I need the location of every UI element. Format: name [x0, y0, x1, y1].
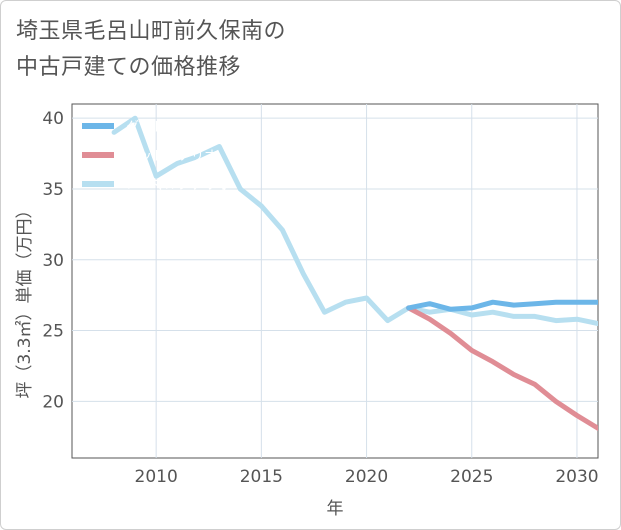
series-lines: [111, 115, 598, 431]
title-line-1: 埼玉県毛呂山町前久保南の: [16, 19, 287, 44]
grid: [72, 104, 598, 458]
x-tick-label: 2020: [345, 467, 388, 487]
x-tick-label: 2015: [240, 467, 283, 487]
legend-label: ノーマルシナリオ: [126, 178, 230, 193]
y-tick-label: 20: [42, 392, 64, 412]
y-tick-label: 25: [42, 322, 64, 342]
x-tick-label: 2025: [450, 467, 493, 487]
plot-area: [71, 103, 599, 459]
y-axis-label: 坪（3.3㎡）単価（万円）: [15, 201, 35, 398]
y-tick-label: 40: [42, 109, 64, 129]
x-tick-label: 2010: [135, 467, 178, 487]
legend-label: バッドシナリオ: [126, 149, 217, 164]
series-line-1: [406, 305, 598, 431]
y-tick-label: 30: [42, 251, 64, 271]
y-tick-label: 35: [42, 180, 64, 200]
chart-title: 埼玉県毛呂山町前久保南の 中古戸建ての価格推移: [16, 14, 616, 86]
x-tick-label: 2030: [555, 467, 598, 487]
title-line-2: 中古戸建ての価格推移: [16, 55, 242, 80]
legend-label: グッドシナリオ: [126, 120, 217, 135]
series-line-2: [111, 115, 598, 326]
x-axis-label: 年: [327, 499, 344, 519]
series-line-0: [406, 299, 598, 312]
